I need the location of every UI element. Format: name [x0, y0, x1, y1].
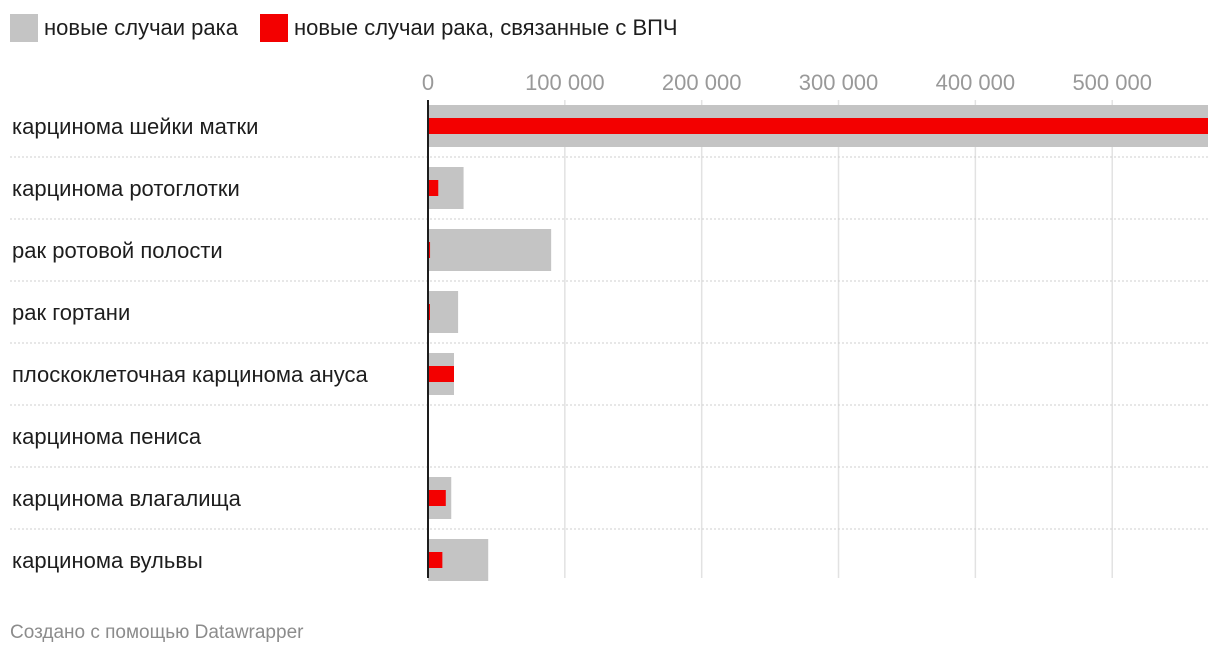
bars: [428, 105, 1208, 581]
category-label: плоскоклеточная карцинома ануса: [12, 362, 368, 387]
legend-label-total: новые случаи рака: [44, 15, 238, 40]
x-tick-label: 0: [422, 70, 434, 95]
category-label: рак ротовой полости: [12, 238, 223, 263]
chart-legend: новые случаи рака новые случаи рака, свя…: [10, 14, 700, 42]
bar-hpv[interactable]: [428, 180, 439, 196]
category-labels: карцинома шейки матки карцинома ротоглотк…: [12, 114, 368, 573]
x-tick-label: 200 000: [662, 70, 742, 95]
category-label: карцинома шейки матки: [12, 114, 258, 139]
bar-total[interactable]: [428, 291, 459, 333]
category-label: карцинома ротоглотки: [12, 176, 240, 201]
category-label: карцинома влагалища: [12, 486, 242, 511]
legend-item-total[interactable]: новые случаи рака: [10, 14, 238, 42]
x-tick-label: 300 000: [799, 70, 879, 95]
legend-swatch-hpv: [259, 14, 288, 42]
x-tick-label: 500 000: [1072, 70, 1152, 95]
category-label: карцинома вульвы: [12, 548, 203, 573]
bar-hpv[interactable]: [428, 552, 443, 568]
category-label: карцинома пениса: [12, 424, 202, 449]
legend-item-hpv[interactable]: новые случаи рака, связанные с ВПЧ: [259, 14, 678, 42]
gridlines: [564, 100, 1113, 578]
legend-label-hpv: новые случаи рака, связанные с ВПЧ: [293, 15, 678, 40]
x-tick-label: 100 000: [525, 70, 605, 95]
bar-chart: 0 100 000 200 000 300 000 400 000 500 000 кар…: [10, 70, 1208, 581]
footer-credit[interactable]: Создано с помощью Datawrapper: [10, 622, 304, 643]
bar-total[interactable]: [428, 229, 552, 271]
bar-hpv[interactable]: [428, 118, 1208, 134]
category-label: рак гортани: [12, 300, 130, 325]
x-tick-label: 400 000: [936, 70, 1016, 95]
bar-hpv[interactable]: [428, 242, 431, 258]
row-separators: [10, 156, 1208, 530]
legend-swatch-total: [10, 14, 38, 42]
bar-hpv[interactable]: [428, 490, 446, 506]
bar-hpv[interactable]: [428, 366, 454, 382]
x-axis-tick-labels: 0 100 000 200 000 300 000 400 000 500 000: [422, 70, 1152, 95]
